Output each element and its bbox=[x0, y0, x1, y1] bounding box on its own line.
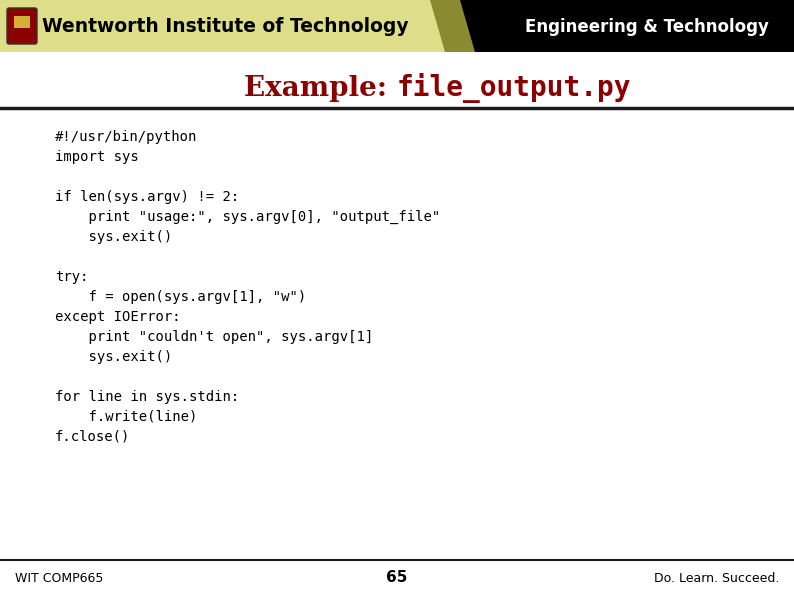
Text: except IOError:: except IOError: bbox=[55, 310, 180, 324]
Text: #!/usr/bin/python: #!/usr/bin/python bbox=[55, 130, 198, 144]
FancyBboxPatch shape bbox=[7, 8, 37, 44]
Text: if len(sys.argv) != 2:: if len(sys.argv) != 2: bbox=[55, 190, 239, 204]
Text: try:: try: bbox=[55, 270, 88, 284]
Bar bbox=[460, 0, 794, 52]
Text: f = open(sys.argv[1], "w"): f = open(sys.argv[1], "w") bbox=[55, 290, 306, 304]
Text: WIT COMP665: WIT COMP665 bbox=[15, 572, 103, 584]
Polygon shape bbox=[430, 0, 475, 52]
Text: for line in sys.stdin:: for line in sys.stdin: bbox=[55, 390, 239, 404]
Text: f.write(line): f.write(line) bbox=[55, 410, 198, 424]
Bar bbox=[0, 0, 460, 52]
Text: print "usage:", sys.argv[0], "output_file": print "usage:", sys.argv[0], "output_fil… bbox=[55, 210, 440, 224]
Text: sys.exit(): sys.exit() bbox=[55, 230, 172, 244]
Text: 65: 65 bbox=[387, 571, 407, 585]
Text: Engineering & Technology: Engineering & Technology bbox=[525, 18, 769, 36]
Bar bbox=[14, 16, 30, 28]
Text: Wentworth Institute of Technology: Wentworth Institute of Technology bbox=[42, 17, 409, 36]
Text: sys.exit(): sys.exit() bbox=[55, 350, 172, 364]
Text: Do. Learn. Succeed.: Do. Learn. Succeed. bbox=[653, 572, 779, 584]
Text: file_output.py: file_output.py bbox=[397, 73, 631, 103]
Text: print "couldn't open", sys.argv[1]: print "couldn't open", sys.argv[1] bbox=[55, 330, 373, 344]
Text: import sys: import sys bbox=[55, 150, 139, 164]
Text: f.close(): f.close() bbox=[55, 430, 130, 444]
Text: Example:: Example: bbox=[245, 74, 397, 102]
